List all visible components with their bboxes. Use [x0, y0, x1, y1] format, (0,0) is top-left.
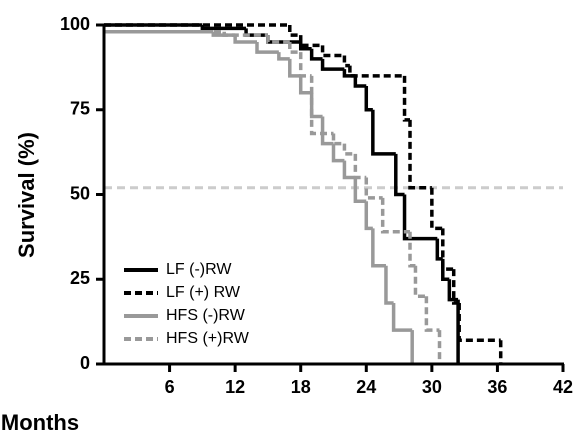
survival-step [364, 201, 373, 231]
survival-step [288, 25, 301, 37]
survival-step [298, 41, 312, 51]
survival-step [451, 269, 460, 305]
survival-step [266, 35, 290, 44]
survival-step [222, 31, 268, 37]
survival-step [441, 228, 454, 271]
survival-step [371, 109, 396, 156]
survival-step [320, 45, 345, 58]
x-tick-label: 30 [422, 377, 442, 397]
x-tick-label: 6 [165, 377, 175, 397]
legend-label: HFS (+)RW [166, 330, 250, 347]
survival-step [353, 153, 367, 180]
survival-step [394, 153, 405, 197]
y-tick-label: 75 [70, 99, 90, 119]
survival-step [430, 187, 443, 231]
y-tick-label: 100 [60, 14, 90, 34]
survival-step [342, 160, 356, 180]
survival-step [277, 52, 290, 61]
x-tick-label: 12 [225, 377, 245, 397]
survival-step [233, 35, 257, 44]
survival-step [447, 279, 459, 302]
survival-step [391, 302, 413, 332]
survival-step [408, 119, 432, 190]
survival-step [402, 75, 410, 122]
survival-step [408, 231, 416, 268]
survival-step [200, 25, 247, 31]
y-tick-label: 0 [80, 353, 90, 373]
survival-step [309, 75, 334, 136]
x-tick-label: 36 [487, 377, 507, 397]
survival-step [342, 55, 350, 68]
survival-step [211, 31, 236, 37]
survival-step [364, 177, 383, 200]
survival-step [413, 265, 427, 298]
survival-step [331, 143, 345, 163]
survival-step [255, 41, 279, 54]
survival-step [364, 86, 373, 112]
survival-step [298, 35, 323, 48]
survival-step [320, 116, 334, 146]
survival-step [424, 296, 440, 332]
survival-step [348, 65, 405, 78]
legend-label: LF (+) RW [166, 284, 241, 301]
survival-step [288, 58, 301, 78]
y-tick-label: 25 [70, 268, 90, 288]
survival-step [402, 194, 438, 241]
survival-step [309, 48, 323, 61]
survival-step [298, 75, 312, 95]
survival-step [384, 265, 394, 305]
survival-step [288, 41, 301, 54]
survival-step [342, 143, 356, 156]
survival-step [380, 197, 410, 234]
y-axis-label: Survival (%) [14, 132, 39, 258]
survival-step [457, 302, 501, 343]
y-tick-label: 50 [70, 183, 90, 203]
survival-step [371, 228, 386, 268]
x-axis-label: Months [1, 410, 79, 435]
survival-step [298, 52, 312, 78]
survival-step [353, 75, 367, 88]
survival-step [331, 133, 345, 146]
x-tick-label: 24 [356, 377, 376, 397]
legend-label: LF (-)RW [166, 261, 232, 278]
x-tick-label: 42 [553, 377, 573, 397]
x-tick-label: 18 [291, 377, 311, 397]
survival-step [435, 238, 443, 261]
survival-step [353, 177, 367, 204]
legend-label: HFS (-)RW [166, 307, 246, 324]
survival-step [320, 58, 345, 71]
